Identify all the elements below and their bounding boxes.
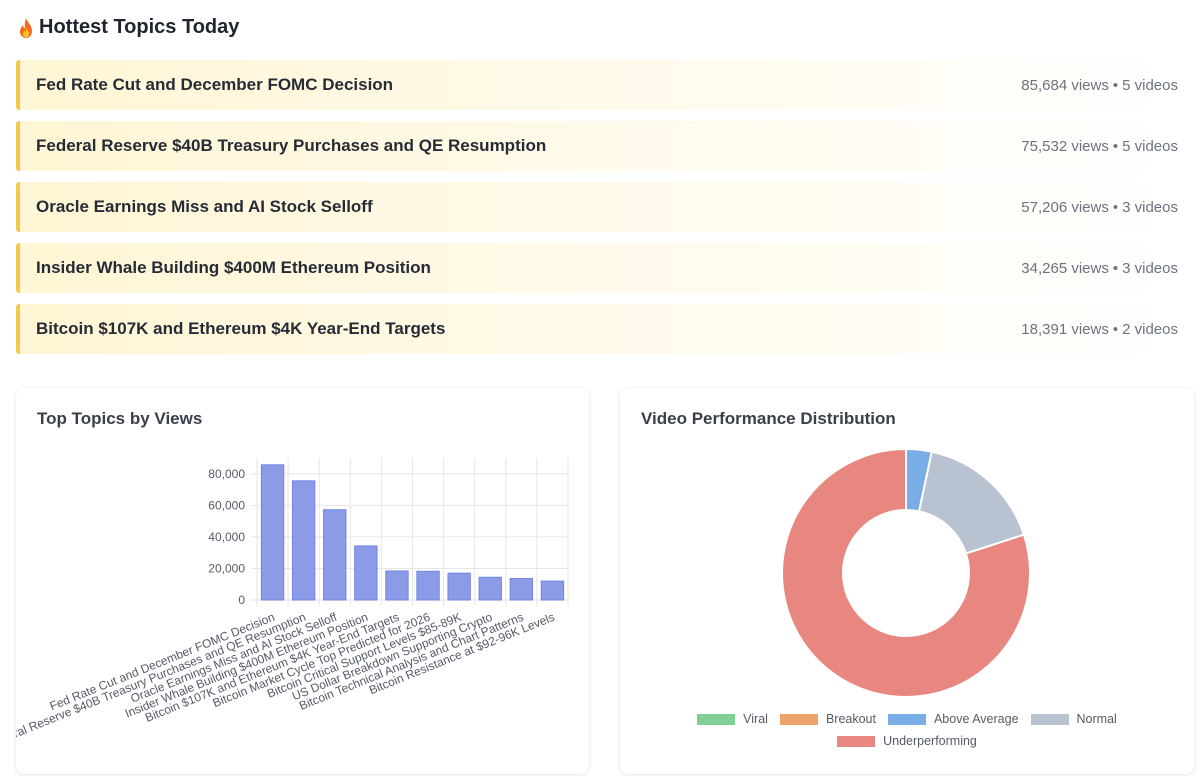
fire-icon [20,17,32,38]
topic-row[interactable]: Insider Whale Building $400M Ethereum Po… [16,243,1196,293]
bar[interactable] [260,464,285,601]
legend-swatch [1030,713,1069,725]
topic-meta: 18,391 views • 2 videos [1021,321,1178,338]
topic-title: Bitcoin $107K and Ethereum $4K Year-End … [36,319,446,338]
topic-views: 18,391 views [1021,320,1109,338]
topic-meta: 85,684 views • 5 videos [1021,77,1178,94]
topic-title: Insider Whale Building $400M Ethereum Po… [36,258,431,277]
topic-list: Fed Rate Cut and December FOMC Decision … [16,60,1196,365]
topic-views: 57,206 views [1021,198,1109,216]
topic-views: 85,684 views [1021,76,1109,94]
legend-swatch [697,713,736,725]
chart-legend: Viral Breakout Above Average Normal Unde… [620,708,1194,752]
legend-row: Viral Breakout Above Average Normal [620,708,1194,730]
bar[interactable] [447,572,471,601]
legend-item-above-average[interactable]: Above Average [887,712,1019,726]
topic-videos: 5 videos [1122,137,1178,155]
y-tick-label: 20,000 [208,561,245,575]
legend-item-breakout[interactable]: Breakout [779,712,876,726]
bar[interactable] [323,509,347,601]
legend-label: Underperforming [883,734,977,748]
legend-label: Above Average [933,712,1019,726]
legend-item-normal[interactable]: Normal [1030,712,1117,726]
bar[interactable] [354,545,378,601]
legend-label: Viral [743,712,768,726]
topic-row[interactable]: Bitcoin $107K and Ethereum $4K Year-End … [16,304,1196,354]
topic-row[interactable]: Federal Reserve $40B Treasury Purchases … [16,121,1196,171]
bar-chart-card: Top Topics by Views 0 20,000 40,000 60,000 8… [16,388,589,774]
topic-title: Oracle Earnings Miss and AI Stock Sellof… [36,197,373,216]
legend-label: Normal [1076,712,1117,726]
separator-dot: • [1112,137,1119,155]
topic-views: 75,532 views [1021,137,1109,155]
donut-chart [781,447,1031,698]
separator-dot: • [1112,320,1119,338]
donut-chart-title: Video Performance Distribution [641,409,896,428]
topic-videos: 2 videos [1122,320,1178,338]
topic-videos: 3 videos [1122,198,1178,216]
y-tick-label: 80,000 [208,467,245,481]
slice-underperforming[interactable] [781,447,1031,698]
topic-meta: 34,265 views • 3 videos [1021,260,1178,277]
topic-meta: 57,206 views • 3 videos [1021,199,1178,216]
topic-row[interactable]: Oracle Earnings Miss and AI Stock Sellof… [16,182,1196,232]
legend-row: Underperforming [620,730,1194,752]
bar[interactable] [385,570,409,601]
topic-row[interactable]: Fed Rate Cut and December FOMC Decision … [16,60,1196,110]
y-tick-label: 60,000 [208,498,245,512]
legend-swatch [887,713,926,725]
bar[interactable] [509,578,534,601]
section-header: Hottest Topics Today [17,16,239,39]
y-tick-label: 40,000 [208,530,245,544]
bar[interactable] [478,576,502,601]
donut-chart-card: Video Performance Distribution Viral Bre… [620,388,1194,774]
y-tick-label: 0 [238,593,245,607]
legend-label: Breakout [825,712,876,726]
slice-normal[interactable] [917,450,1026,555]
topic-title: Fed Rate Cut and December FOMC Decision [36,75,394,94]
bar[interactable] [416,570,440,601]
legend-item-viral[interactable]: Viral [697,712,768,726]
legend-swatch [779,713,818,725]
separator-dot: • [1112,198,1119,216]
topic-views: 34,265 views [1021,259,1109,277]
topic-videos: 5 videos [1122,76,1178,94]
legend-swatch [837,735,876,747]
bar[interactable] [540,580,565,601]
topic-meta: 75,532 views • 5 videos [1021,138,1178,155]
section-title: Hottest Topics Today [39,16,240,38]
separator-dot: • [1112,259,1119,277]
bar[interactable] [291,480,316,601]
topic-title: Federal Reserve $40B Treasury Purchases … [36,136,547,155]
separator-dot: • [1112,76,1119,94]
bar-chart-title: Top Topics by Views [37,409,203,428]
legend-item-underperforming[interactable]: Underperforming [837,734,977,748]
topic-videos: 3 videos [1122,259,1178,277]
